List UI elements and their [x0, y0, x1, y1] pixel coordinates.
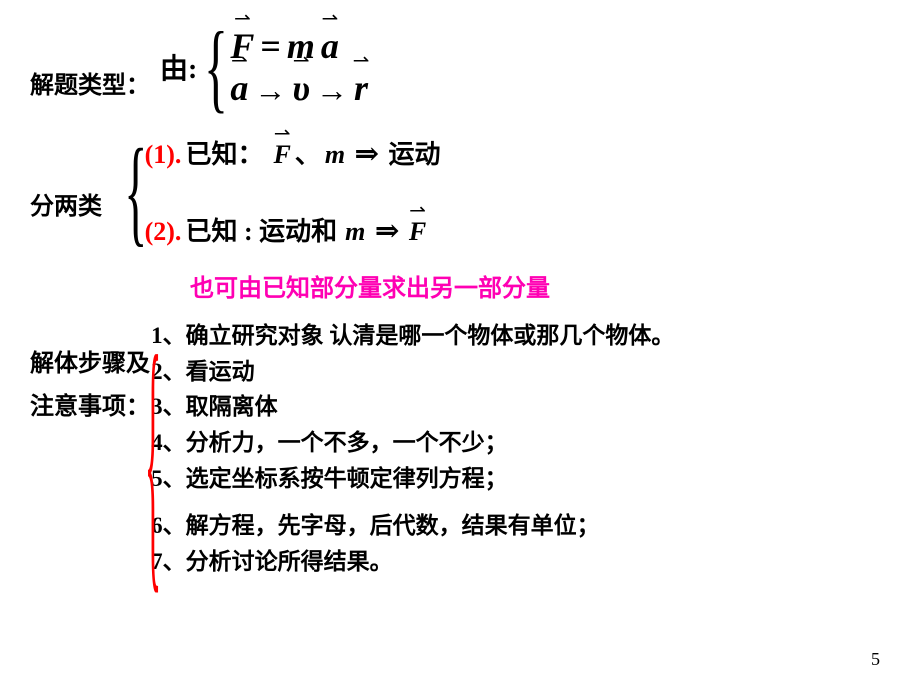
steps-section: 解体步骤及 注意事项： { 1、确立研究对象 认清是哪一个物体或那几个物体。 2…: [30, 318, 900, 579]
step-5: 5、选定坐标系按牛顿定律列方程；: [151, 461, 674, 497]
page-number: 5: [871, 649, 880, 670]
arrow-icon: →: [254, 72, 286, 109]
cat1-sep: 、: [295, 134, 321, 171]
steps-label: 解体步骤及 注意事项：: [30, 318, 150, 429]
cat1-result: 运动: [389, 134, 441, 171]
problem-type-section: 解题类型： 由: { ⇀F = m ⇀a ⇀a → ⇀υ → ⇀r: [30, 25, 900, 109]
categories-label: 分两类: [30, 161, 102, 221]
category-2: (2). 已知 : 运动和 m ⇒ ⇀F: [145, 211, 441, 248]
pink-note: 也可由已知部分量求出另一部分量: [190, 268, 900, 303]
steps-list: 1、确立研究对象 认清是哪一个物体或那几个物体。 2、看运动 3、取隔离体 4、…: [151, 318, 674, 579]
vector-v: υ: [292, 68, 310, 108]
brace-icon: {: [204, 27, 228, 107]
step-1: 1、确立研究对象 认清是哪一个物体或那几个物体。: [151, 318, 674, 354]
arrow-icon-2: →: [316, 72, 348, 109]
equation-2: ⇀a → ⇀υ → ⇀r: [230, 67, 368, 109]
category-lines: (1). 已知： ⇀F 、 m ⇒ 运动 (2). 已知 : 运动和 m ⇒ ⇀…: [145, 134, 441, 248]
vector-r: r: [354, 68, 368, 108]
vector-a: a: [321, 26, 339, 66]
cat2-number: (2).: [145, 217, 182, 247]
category-1: (1). 已知： ⇀F 、 m ⇒ 运动: [145, 134, 441, 171]
steps-label-line2: 注意事项：: [30, 386, 150, 429]
step-3: 3、取隔离体: [151, 389, 674, 425]
equals: =: [260, 25, 281, 67]
equation-stack: ⇀F = m ⇀a ⇀a → ⇀υ → ⇀r: [230, 25, 368, 109]
problem-type-label: 解题类型：: [30, 35, 150, 100]
cat1-m: m: [325, 140, 345, 170]
cat2-prefix: 已知 : 运动和: [185, 211, 337, 248]
steps-label-line1: 解体步骤及: [30, 343, 150, 386]
implies-icon-2: ⇒: [375, 214, 398, 248]
step-4: 4、分析力，一个不多，一个不少；: [151, 425, 674, 461]
brace-icon-2: {: [124, 141, 147, 241]
cat1-number: (1).: [145, 140, 182, 170]
step-6: 6、解方程，先字母，后代数，结果有单位；: [151, 508, 674, 544]
cat2-m: m: [345, 217, 365, 247]
vector-a2: a: [230, 68, 248, 108]
step-2: 2、看运动: [151, 354, 674, 390]
cat1-prefix: 已知：: [185, 134, 263, 171]
step-7: 7、分析讨论所得结果。: [151, 544, 674, 580]
implies-icon: ⇒: [355, 137, 378, 171]
from-label: 由:: [160, 47, 197, 87]
categories-section: 分两类 { (1). 已知： ⇀F 、 m ⇒ 运动 (2). 已知 : 运动和…: [30, 134, 900, 248]
